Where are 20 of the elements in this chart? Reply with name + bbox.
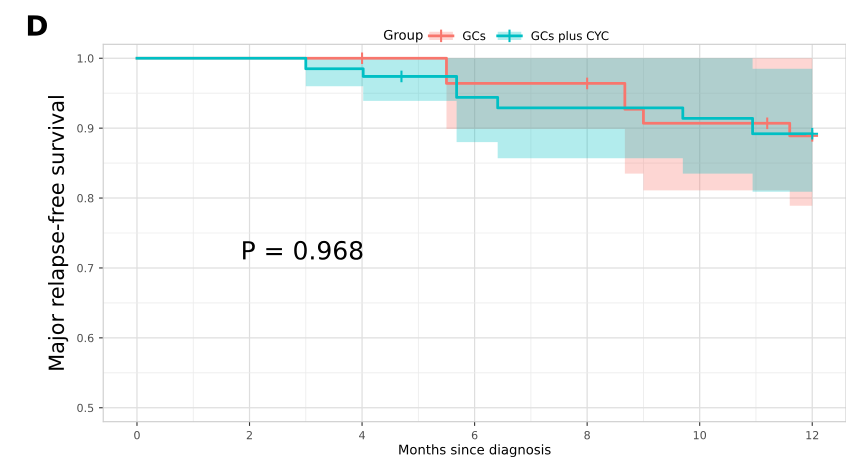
y-tick-label: 0.7 [77, 264, 94, 272]
y-tick-label: 0.9 [77, 124, 94, 133]
y-tick-label: 0.8 [77, 194, 94, 202]
x-tick-label: 6 [472, 430, 478, 440]
x-axis-title: Months since diagnosis [399, 444, 551, 458]
x-tick-label: 0 [134, 430, 140, 440]
text: D [28, 15, 47, 36]
y-axis-title: Major relapse-free survival [48, 96, 68, 370]
x-tick-label: 2 [246, 430, 252, 440]
y-tick-label: 1.0 [78, 54, 94, 63]
y-tick-label: 0.5 [77, 404, 94, 412]
annotation: P = 0.968 [243, 240, 362, 260]
legend-label: GCs [463, 31, 486, 40]
x-tick-label: 8 [584, 430, 590, 440]
x-tick-label: 10 [694, 430, 706, 440]
legend-label: GCs plus CYC [531, 31, 608, 42]
legend-title: Group [384, 30, 423, 42]
x-tick-label: 12 [806, 430, 818, 440]
y-tick-label: 0.6 [77, 334, 94, 342]
x-tick-label: 4 [359, 431, 365, 440]
